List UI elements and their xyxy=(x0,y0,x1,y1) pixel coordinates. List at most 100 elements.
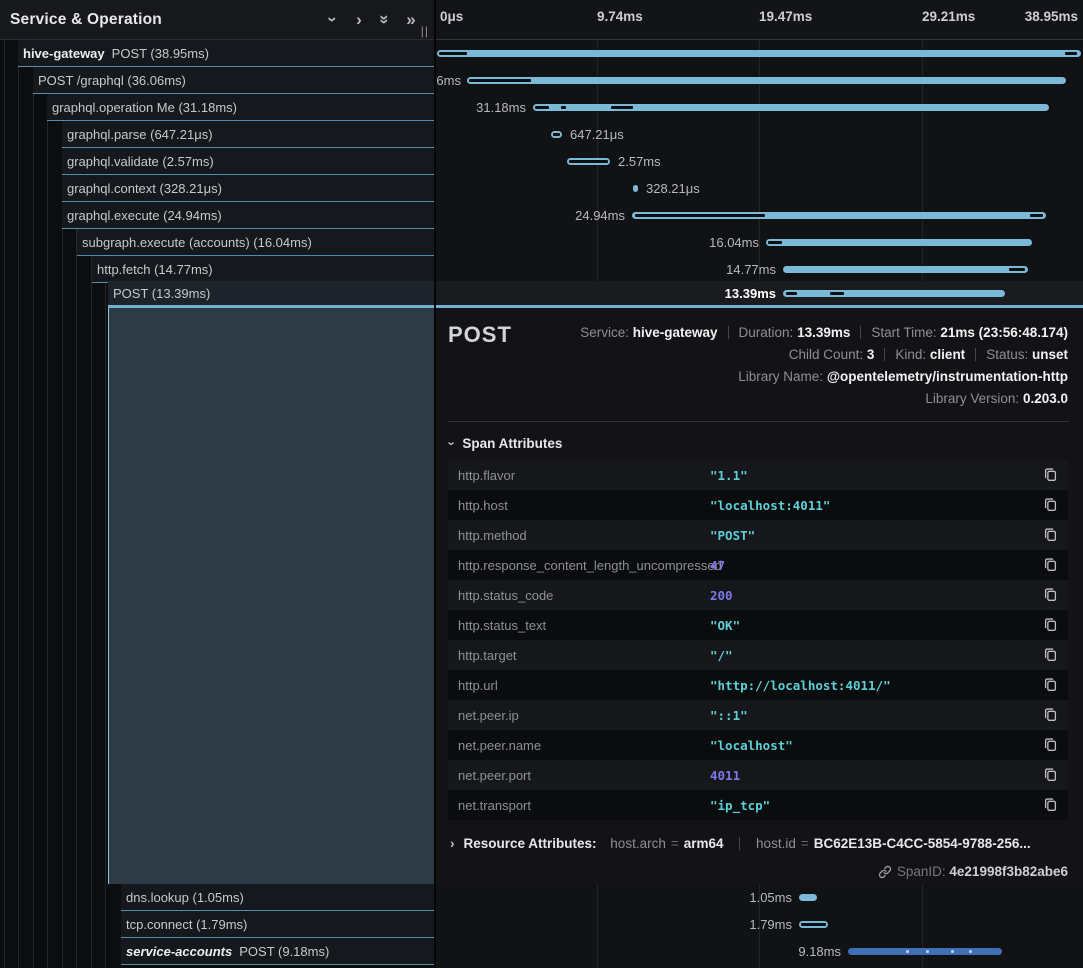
tree-row-post-selected[interactable]: › POST (13.39ms) xyxy=(0,281,434,306)
chevron-right-icon: › xyxy=(450,836,455,851)
tree-row-http-fetch[interactable]: › http.fetch (14.77ms) xyxy=(0,256,434,283)
span-id-row: SpanID: 4e21998f3b82abe6 xyxy=(878,864,1068,879)
attribute-value: "http://localhost:4011/" xyxy=(710,678,891,693)
span-bar-tcp-connect[interactable] xyxy=(799,921,828,928)
tick-label: 38.95ms xyxy=(1025,9,1078,24)
copy-icon[interactable] xyxy=(1043,797,1058,817)
bar-duration-label: 31.18ms xyxy=(476,100,526,115)
detail-meta-line-3: Library Name: @opentelemetry/instrumenta… xyxy=(738,369,1068,384)
attribute-row: http.status_text"OK" xyxy=(448,610,1068,640)
detail-divider xyxy=(448,421,1069,422)
copy-icon[interactable] xyxy=(1043,557,1058,577)
span-bar-dns-lookup[interactable] xyxy=(799,894,817,901)
attribute-key: net.peer.ip xyxy=(458,708,519,723)
bar-duration-label: 16.04ms xyxy=(709,235,759,250)
span-bar-http-fetch[interactable] xyxy=(783,266,1028,273)
span-detail-panel: POST Service: hive-gatewayDuration: 13.3… xyxy=(436,308,1083,884)
attribute-key: http.url xyxy=(458,678,498,693)
span-bar-graphql-validate[interactable] xyxy=(567,158,610,165)
bar-duration-label: 328.21μs xyxy=(646,181,700,196)
attribute-row: net.transport"ip_tcp" xyxy=(448,790,1068,820)
tick-label: 0μs xyxy=(440,9,463,24)
copy-icon[interactable] xyxy=(1043,767,1058,787)
attribute-row: http.status_code200 xyxy=(448,580,1068,610)
bar-row: 1.79ms xyxy=(436,911,1083,938)
span-bar-post-graphql[interactable] xyxy=(467,77,1066,84)
expand-one-icon[interactable]: › xyxy=(346,11,372,28)
tree-row-graphql-execute[interactable]: › graphql.execute (24.94ms) xyxy=(0,202,434,229)
detail-library-name: @opentelemetry/instrumentation-http xyxy=(827,369,1068,384)
attribute-key: net.peer.name xyxy=(458,738,541,753)
bar-duration-label: 1.05ms xyxy=(749,890,792,905)
tree-row-subgraph-execute[interactable]: › subgraph.execute (accounts) (16.04ms) xyxy=(0,229,434,256)
span-name: graphql.validate (2.57ms) xyxy=(67,154,214,169)
tick-label: 9.74ms xyxy=(597,9,643,24)
span-bar-service-accounts[interactable] xyxy=(848,948,1002,955)
timeline-pane: 0μs 9.74ms 19.47ms 29.21ms 38.95ms 36.06… xyxy=(436,0,1083,968)
copy-icon[interactable] xyxy=(1043,737,1058,757)
chevron-down-icon: › xyxy=(445,441,460,445)
span-id-label: SpanID: xyxy=(897,864,946,879)
span-attributes-toggle[interactable]: ›Span Attributes xyxy=(450,436,562,451)
collapse-all-icon[interactable]: » xyxy=(377,7,394,33)
copy-icon[interactable] xyxy=(1043,707,1058,727)
attribute-value: "localhost:4011" xyxy=(710,498,830,513)
tree-row-service-accounts-post[interactable]: › service-accounts POST (9.18ms) xyxy=(0,938,434,965)
tree-row-graphql-validate[interactable]: graphql.validate (2.57ms) xyxy=(0,148,434,175)
trace-viewer: Service & Operation › › » » || › hive-ga… xyxy=(0,0,1083,968)
bar-duration-label: 14.77ms xyxy=(726,262,776,277)
bar-duration-label: 1.79ms xyxy=(749,917,792,932)
span-attributes-table: http.flavor"1.1"http.host"localhost:4011… xyxy=(448,460,1068,820)
attribute-key: http.flavor xyxy=(458,468,515,483)
collapse-one-icon[interactable]: › xyxy=(325,7,342,33)
attribute-key: net.peer.port xyxy=(458,768,531,783)
pane-divider[interactable] xyxy=(434,0,436,968)
span-bar-graphql-operation[interactable] xyxy=(533,104,1049,111)
span-service: hive-gateway xyxy=(23,46,105,61)
span-name: http.fetch (14.77ms) xyxy=(97,262,213,277)
attribute-value: "OK" xyxy=(710,618,740,633)
tree-row-graphql-parse[interactable]: graphql.parse (647.21μs) xyxy=(0,121,434,148)
bar-duration-label: 2.57ms xyxy=(618,154,661,169)
span-service: service-accounts xyxy=(126,944,232,959)
tree-row-graphql-context[interactable]: graphql.context (328.21μs) xyxy=(0,175,434,202)
tree-row-post-graphql[interactable]: › POST /graphql (36.06ms) xyxy=(0,67,434,94)
copy-icon[interactable] xyxy=(1043,677,1058,697)
span-bar-hive-gateway[interactable] xyxy=(437,50,1081,57)
attribute-row: http.url "http://localhost:4011/" xyxy=(448,670,1068,700)
resource-attributes-toggle[interactable]: ›Resource Attributes: host.arch=arm64 ho… xyxy=(450,836,1031,851)
span-name: subgraph.execute (accounts) (16.04ms) xyxy=(82,235,312,250)
link-icon[interactable] xyxy=(878,865,892,879)
resource-value: BC62E13B-C4CC-5854-9788-256... xyxy=(814,836,1031,851)
tree-row-tcp-connect[interactable]: tcp.connect (1.79ms) xyxy=(0,911,434,938)
detail-library-version: 0.203.0 xyxy=(1023,391,1068,406)
pane-resize-handle[interactable]: || xyxy=(421,24,429,38)
span-bar-subgraph-execute[interactable] xyxy=(766,239,1032,246)
copy-icon[interactable] xyxy=(1043,467,1058,487)
copy-icon[interactable] xyxy=(1043,617,1058,637)
span-bar-post-selected[interactable] xyxy=(783,290,1005,297)
copy-icon[interactable] xyxy=(1043,587,1058,607)
attribute-row: http.flavor"1.1" xyxy=(448,460,1068,490)
detail-start-time: 21ms (23:56:48.174) xyxy=(940,325,1068,340)
tree-row-graphql-operation[interactable]: › graphql.operation Me (31.18ms) xyxy=(0,94,434,121)
copy-icon[interactable] xyxy=(1043,647,1058,667)
tree-row-dns-lookup[interactable]: dns.lookup (1.05ms) xyxy=(0,884,434,911)
detail-meta-line-4: Library Version: 0.203.0 xyxy=(925,391,1068,406)
span-name: graphql.parse (647.21μs) xyxy=(67,127,213,142)
bar-duration-label: 647.21μs xyxy=(570,127,624,142)
copy-icon[interactable] xyxy=(1043,497,1058,517)
span-bar-graphql-context[interactable] xyxy=(633,185,638,192)
copy-icon[interactable] xyxy=(1043,527,1058,547)
span-bar-graphql-execute[interactable] xyxy=(632,212,1046,219)
span-name: POST (13.39ms) xyxy=(113,286,210,301)
bar-duration-label: 9.18ms xyxy=(798,944,841,959)
span-bar-graphql-parse[interactable] xyxy=(551,131,562,138)
attribute-value: 47 xyxy=(710,558,725,573)
attribute-value: "ip_tcp" xyxy=(710,798,770,813)
attribute-row: net.peer.port4011 xyxy=(448,760,1068,790)
span-name: graphql.context (328.21μs) xyxy=(67,181,222,196)
span-attributes-title: Span Attributes xyxy=(462,436,562,451)
tree-row-hive-gateway-post[interactable]: › hive-gateway POST (38.95ms) xyxy=(0,40,434,67)
timeline-header: 0μs 9.74ms 19.47ms 29.21ms 38.95ms xyxy=(436,0,1083,40)
